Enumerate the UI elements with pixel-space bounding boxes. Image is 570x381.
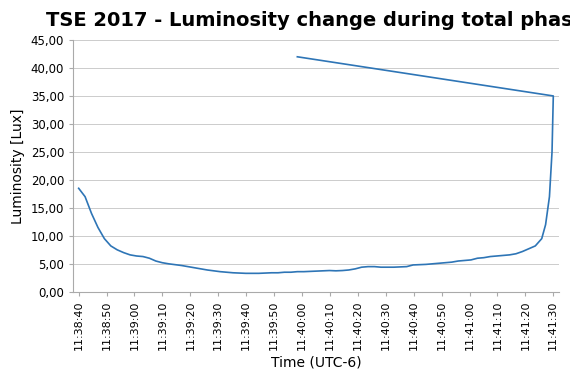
X-axis label: Time (UTC-6): Time (UTC-6) [271, 356, 361, 370]
Title: TSE 2017 - Luminosity change during total phase: TSE 2017 - Luminosity change during tota… [46, 11, 570, 30]
Y-axis label: Luminosity [Lux]: Luminosity [Lux] [11, 108, 25, 224]
